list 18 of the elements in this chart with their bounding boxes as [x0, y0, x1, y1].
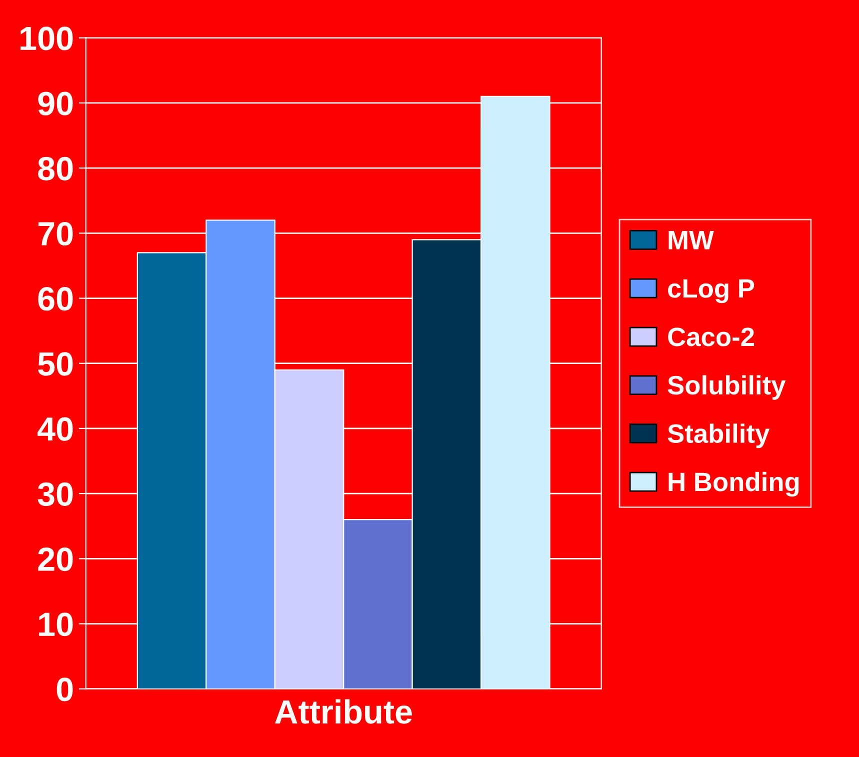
x-axis-title: Attribute: [275, 699, 412, 724]
y-tick-label: 40: [38, 417, 73, 441]
y-tick-label: 30: [38, 482, 73, 506]
y-tick-label: 10: [39, 612, 73, 636]
y-tick-label: 20: [38, 547, 73, 572]
legend-label: MW: [668, 231, 714, 250]
y-tick-label: 90: [38, 92, 73, 116]
legend-label: cLog P: [668, 279, 754, 304]
y-tick-label: 0: [56, 678, 73, 702]
legend-label: Stability: [668, 424, 770, 448]
legend-label: Solubility: [668, 375, 786, 400]
y-tick-label: 50: [38, 352, 73, 376]
legend-label: Caco-2: [668, 328, 754, 346]
y-tick-label: 70: [38, 222, 73, 246]
y-tick-label: 60: [38, 287, 73, 311]
legend-label: H Bonding: [668, 472, 799, 497]
y-tick-label: 80: [38, 156, 73, 180]
y-tick-label: 100: [20, 26, 73, 50]
